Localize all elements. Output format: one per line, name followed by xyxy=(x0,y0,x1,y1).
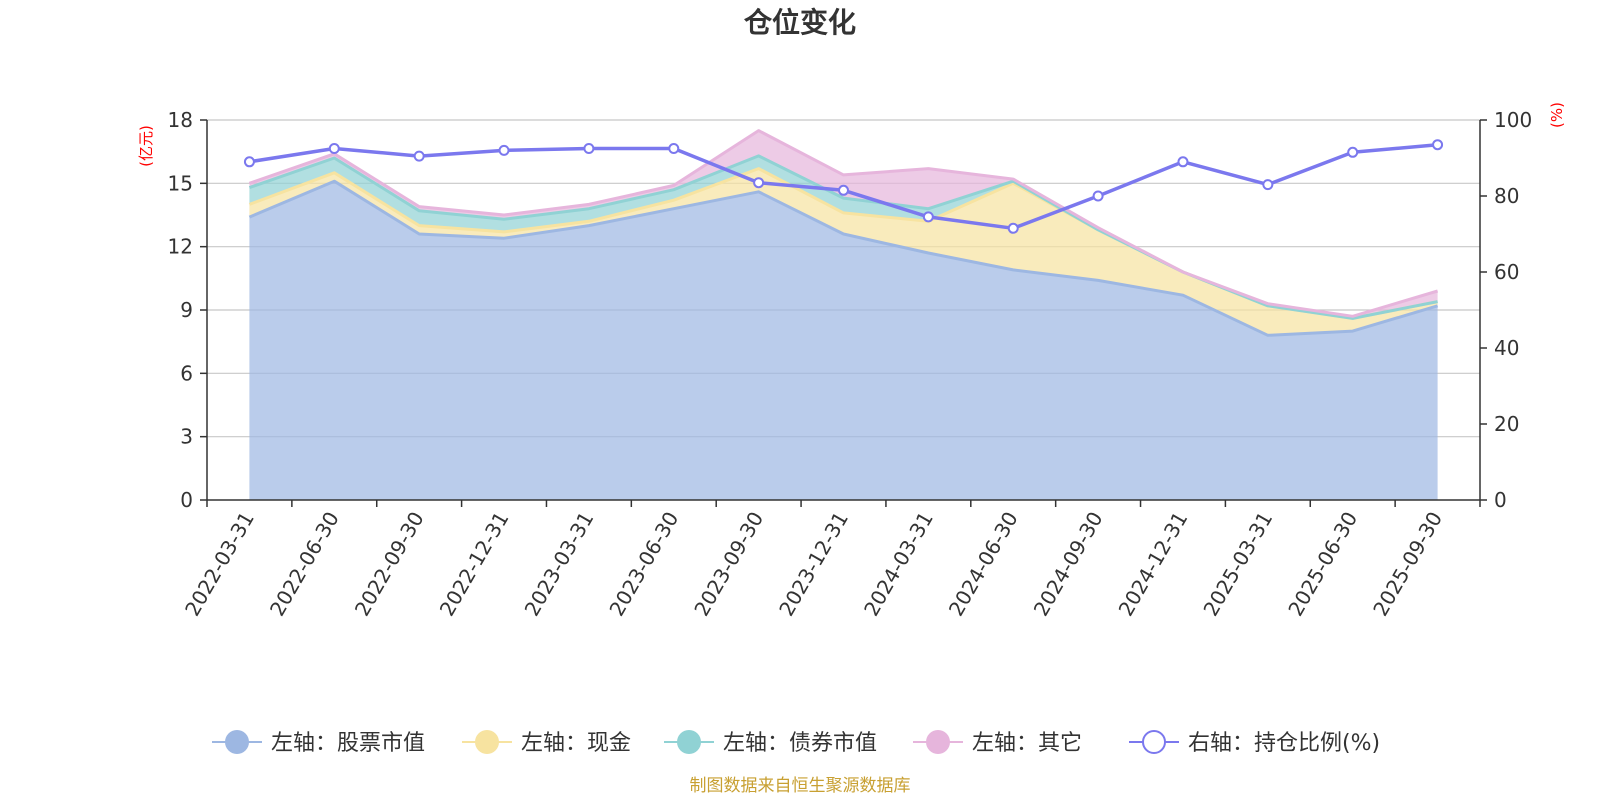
legend-label: 左轴：现金 xyxy=(521,731,631,756)
x-axis-tick-label: 2024-09-30 xyxy=(1029,508,1108,621)
right-axis-tick-label: 40 xyxy=(1494,336,1519,360)
left-axis-tick-label: 15 xyxy=(168,171,193,195)
data-source-note: 制图数据来自恒生聚源数据库 xyxy=(690,776,911,796)
legend-item-ratio: 右轴：持仓比例(%) xyxy=(1129,730,1380,756)
left-axis-unit: (亿元) xyxy=(137,125,155,167)
ratio-point xyxy=(1262,179,1274,191)
legend-label: 右轴：持仓比例(%) xyxy=(1188,731,1380,756)
right-axis-tick-label: 80 xyxy=(1494,184,1519,208)
x-axis-tick-label: 2023-09-30 xyxy=(689,508,768,621)
left-axis-tick-label: 6 xyxy=(180,361,193,385)
ratio-line-series xyxy=(243,139,1444,234)
left-axis-tick-label: 0 xyxy=(180,488,193,512)
ratio-point xyxy=(922,211,934,223)
stock-edge-line xyxy=(248,179,1439,337)
legend-item-other: 左轴：其它 xyxy=(913,730,1082,756)
legend-label: 左轴：其它 xyxy=(972,731,1082,756)
x-axis-tick-label: 2022-09-30 xyxy=(350,507,429,620)
x-axis-tick-label: 2023-06-30 xyxy=(604,508,683,621)
other-edge-line xyxy=(248,129,1439,318)
legend-item-stock: 左轴：股票市值 xyxy=(212,730,425,756)
ratio-point xyxy=(413,150,425,162)
chart-title: 仓位变化 xyxy=(744,6,856,39)
right-axis-unit: (%) xyxy=(1548,102,1566,128)
legend-item-bond: 左轴：债券市值 xyxy=(664,730,877,756)
x-axis-tick-label: 2022-06-30 xyxy=(265,508,344,621)
ratio-point xyxy=(668,143,680,154)
legend-label: 左轴：股票市值 xyxy=(271,731,425,756)
legend-item-cash: 左轴：现金 xyxy=(462,730,631,756)
legend-marker xyxy=(1142,730,1166,754)
left-axis-tick-label: 12 xyxy=(168,235,193,259)
right-axis-tick-label: 0 xyxy=(1494,488,1507,512)
x-axis-tick-label: 2024-06-30 xyxy=(944,508,1023,621)
ratio-point xyxy=(1347,146,1359,158)
ratio-point xyxy=(753,177,765,189)
ratio-point xyxy=(1432,139,1444,151)
x-axis-tick-label: 2023-12-31 xyxy=(774,508,853,621)
ratio-point xyxy=(1092,190,1104,202)
x-axis-tick-label: 2025-06-30 xyxy=(1283,508,1362,621)
ratio-point xyxy=(498,144,510,156)
x-axis-tick-label: 2024-12-31 xyxy=(1114,508,1193,621)
left-axis-tick-label: 3 xyxy=(180,425,193,449)
ratio-point xyxy=(838,184,849,196)
left-axis-tick-label: 9 xyxy=(180,298,193,322)
cash-area xyxy=(249,168,1438,336)
x-axis-tick-label: 2024-03-31 xyxy=(859,508,938,621)
ratio-point xyxy=(1007,222,1019,234)
x-axis-tick-label: 2025-09-30 xyxy=(1368,508,1447,621)
legend-label: 左轴：债券市值 xyxy=(723,731,877,756)
right-axis-tick-label: 100 xyxy=(1494,108,1532,132)
stock-area xyxy=(249,181,1438,500)
stacked-areas xyxy=(248,129,1439,500)
ratio-point xyxy=(1177,156,1189,168)
ratio-point xyxy=(583,143,595,154)
x-axis-tick-label: 2025-03-31 xyxy=(1198,508,1277,621)
legend-marker xyxy=(475,730,499,754)
x-axis-tick-label: 2023-03-31 xyxy=(520,508,599,621)
ratio-point xyxy=(243,156,255,168)
left-axis-tick-label: 18 xyxy=(168,108,193,132)
legend-marker xyxy=(926,730,950,754)
x-axis-tick-label: 2022-03-31 xyxy=(180,508,259,621)
legend-marker xyxy=(677,730,701,754)
x-axis-tick-label: 2022-12-31 xyxy=(435,508,514,621)
ratio-point xyxy=(328,143,340,154)
right-axis-tick-label: 60 xyxy=(1494,260,1519,284)
right-axis-tick-label: 20 xyxy=(1494,412,1519,436)
legend-marker xyxy=(225,730,249,754)
legend: 左轴：股票市值 左轴：现金 左轴：债券市值 左轴：其它 右轴：持仓比例(%) xyxy=(212,730,1380,756)
